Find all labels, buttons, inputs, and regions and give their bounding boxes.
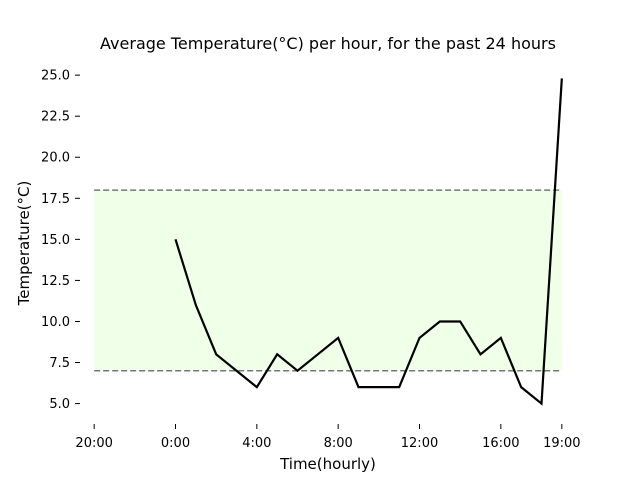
- y-tick-label: 17.5: [41, 192, 70, 207]
- y-tick-label: 22.5: [41, 110, 70, 125]
- x-tick-label: 8:00: [324, 436, 353, 451]
- y-tick-label: 12.5: [41, 274, 70, 289]
- band-fill: [94, 190, 562, 371]
- y-tick-label: 5.0: [49, 397, 70, 412]
- series-line-0: [174, 78, 563, 406]
- x-tick-label: 4:00: [242, 436, 271, 451]
- y-tick-label: 25.0: [41, 69, 70, 84]
- y-axis-ticks: 5.0 7.5 10.0 12.5 15.0 17.5 20.0 22.5 25.0: [41, 69, 80, 412]
- y-tick-label: 7.5: [49, 356, 70, 371]
- x-tick-label: 0:00: [161, 436, 190, 451]
- x-tick-label: 12:00: [401, 436, 438, 451]
- x-tick-label: 20:00: [75, 436, 112, 451]
- y-axis-label: Temperature(°C): [15, 181, 33, 307]
- y-tick-label: 20.0: [41, 151, 70, 166]
- x-axis-label: Time(hourly): [279, 455, 376, 473]
- x-tick-label: 19:00: [543, 436, 580, 451]
- y-tick-label: 10.0: [41, 315, 70, 330]
- x-axis-ticks: 20:00 0:00 4:00 8:00 12:00 16:00 19:00: [75, 424, 581, 451]
- y-tick-label: 15.0: [41, 233, 70, 248]
- plot-area: [94, 78, 563, 406]
- x-tick-label: 16:00: [482, 436, 519, 451]
- chart-title: Average Temperature(°C) per hour, for th…: [100, 34, 556, 53]
